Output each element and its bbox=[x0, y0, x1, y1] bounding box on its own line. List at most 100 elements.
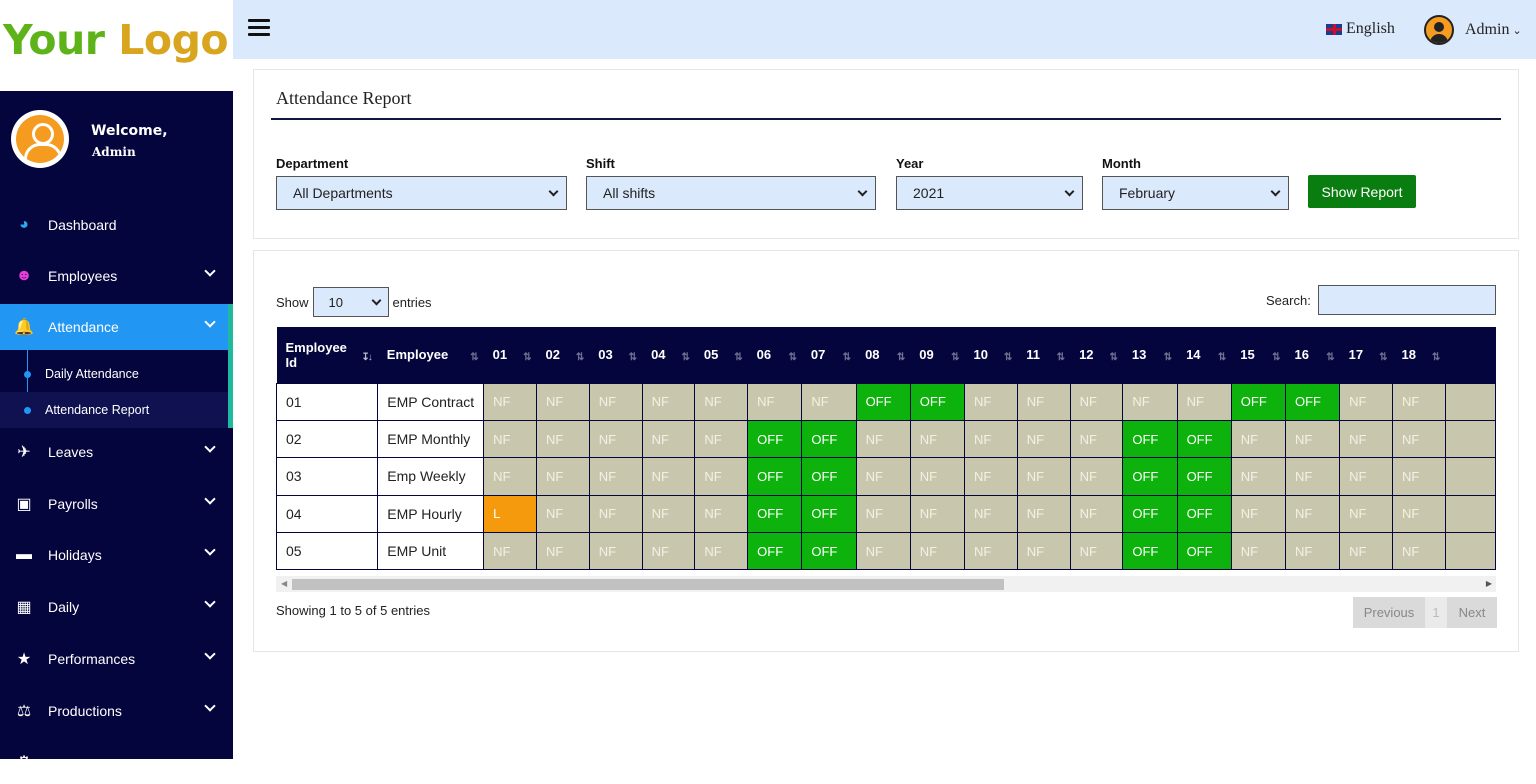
sidebar-item-performances[interactable]: ★ Performances bbox=[0, 636, 228, 681]
column-header[interactable]: 08 ⇅ bbox=[856, 327, 911, 383]
scroll-right-icon[interactable]: ▶ bbox=[1485, 579, 1492, 588]
page-1-button[interactable]: 1 bbox=[1425, 597, 1447, 628]
attendance-status-cell: NF bbox=[1230, 419, 1286, 459]
sidebar-item-employees[interactable]: ☻ Employees bbox=[0, 253, 228, 298]
column-header[interactable]: 01 ⇅ bbox=[483, 327, 537, 383]
sidebar-item-setup[interactable]: ⚙ bbox=[0, 739, 228, 784]
previous-button[interactable]: Previous bbox=[1353, 597, 1425, 628]
table-info: Showing 1 to 5 of 5 entries bbox=[276, 603, 430, 618]
next-button[interactable]: Next bbox=[1447, 597, 1497, 628]
attendance-status-cell: OFF bbox=[1122, 419, 1178, 459]
attendance-status-cell: NF bbox=[535, 494, 590, 534]
attendance-status-cell: OFF bbox=[1230, 382, 1286, 421]
attendance-status-cell: NF bbox=[535, 457, 590, 496]
sidebar-item-dashboard[interactable]: ◕ Dashboard bbox=[0, 202, 228, 247]
language-selector[interactable]: English bbox=[1326, 20, 1395, 38]
sidebar-item-payrolls[interactable]: ▣ Payrolls bbox=[0, 481, 228, 526]
column-header[interactable]: 10 ⇅ bbox=[964, 327, 1018, 383]
column-header[interactable]: Employee Id ↧↓ bbox=[276, 327, 378, 383]
sidebar-subitem-daily-attendance[interactable]: Daily Attendance bbox=[0, 356, 228, 392]
column-header[interactable]: 15 ⇅ bbox=[1231, 327, 1286, 383]
search-input[interactable] bbox=[1317, 285, 1496, 315]
department-select[interactable]: All Departments bbox=[276, 176, 567, 210]
attendance-status-cell: NF bbox=[588, 457, 643, 496]
attendance-status-cell: NF bbox=[963, 382, 1018, 421]
attendance-status-cell: NF bbox=[483, 419, 537, 459]
sort-icon: ⇅ bbox=[575, 352, 585, 363]
show-report-button[interactable]: Show Report bbox=[1308, 175, 1416, 208]
scrollbar-thumb[interactable] bbox=[292, 579, 1004, 590]
attendance-status-cell: NF bbox=[909, 457, 965, 496]
shift-select[interactable]: All shifts bbox=[586, 176, 876, 210]
column-header[interactable]: 03 ⇅ bbox=[589, 327, 643, 383]
attendance-status-cell: NF bbox=[588, 419, 643, 459]
attendance-status-cell: NF bbox=[641, 494, 696, 534]
sort-icon: ⇅ bbox=[681, 352, 690, 363]
attendance-status-cell: NF bbox=[483, 532, 537, 571]
logo[interactable]: Your Logo bbox=[0, 0, 233, 91]
year-label: Year bbox=[896, 156, 924, 171]
entries-select[interactable]: 10 bbox=[312, 287, 389, 317]
horizontal-scrollbar[interactable]: ◀ ▶ bbox=[276, 576, 1496, 592]
column-header[interactable]: 12 ⇅ bbox=[1070, 327, 1123, 383]
table-row: 03 Emp Weekly NF NF NF NF NF OFF OFF NF NF NF NF NF OF… bbox=[276, 457, 1496, 496]
column-header[interactable]: 13 ⇅ bbox=[1122, 327, 1178, 383]
sidebar-subitem-label: Daily Attendance bbox=[45, 367, 139, 381]
column-header[interactable]: 04 ⇅ bbox=[642, 327, 695, 383]
column-header[interactable]: 17 ⇅ bbox=[1339, 327, 1393, 383]
sidebar-item-label: Holidays bbox=[48, 546, 102, 563]
column-header[interactable] bbox=[1445, 327, 1496, 383]
employee-name-cell: EMP Unit bbox=[377, 532, 485, 571]
attendance-status-cell: NF bbox=[963, 457, 1018, 496]
column-header[interactable]: 07 ⇅ bbox=[801, 327, 857, 383]
user-menu[interactable]: Admin ⌄ bbox=[1424, 15, 1522, 45]
attendance-status-cell: OFF bbox=[855, 382, 911, 421]
attendance-status-cell: NF bbox=[1339, 457, 1393, 496]
hamburger-menu-icon[interactable] bbox=[248, 19, 270, 37]
scroll-left-icon[interactable]: ◀ bbox=[281, 579, 288, 588]
column-header[interactable]: Employee ⇅ bbox=[377, 327, 484, 383]
sidebar-item-daily[interactable]: ▦ Daily bbox=[0, 584, 228, 629]
sidebar-item-leaves[interactable]: ✈ Leaves bbox=[0, 429, 228, 474]
sort-icon: ⇅ bbox=[1272, 352, 1281, 363]
column-header[interactable]: 18 ⇅ bbox=[1392, 327, 1446, 383]
chevron-down-icon: ⌄ bbox=[1512, 24, 1522, 37]
column-header[interactable]: 09 ⇅ bbox=[910, 327, 965, 383]
month-label: Month bbox=[1102, 156, 1141, 171]
column-header[interactable]: 05 ⇅ bbox=[694, 327, 748, 383]
column-header[interactable]: 14 ⇅ bbox=[1177, 327, 1232, 383]
column-header[interactable]: 11 ⇅ bbox=[1017, 327, 1071, 383]
report-table-panel: Show 10 entries Search: Employee Id ↧↓ Emp… bbox=[253, 250, 1519, 652]
entries-label: entries bbox=[392, 294, 432, 310]
attendance-status-cell: OFF bbox=[747, 457, 803, 496]
attendance-status-cell: NF bbox=[855, 419, 911, 459]
employee-name-cell: EMP Contract bbox=[377, 382, 485, 421]
attendance-status-cell: OFF bbox=[801, 532, 857, 571]
attendance-status-cell: NF bbox=[963, 419, 1018, 459]
month-select[interactable]: February bbox=[1102, 176, 1289, 210]
column-header[interactable]: 16 ⇅ bbox=[1285, 327, 1340, 383]
attendance-status-cell: NF bbox=[1016, 494, 1071, 534]
attendance-status-cell: NF bbox=[909, 532, 965, 571]
month-filter: Month February bbox=[1102, 156, 1289, 210]
year-select[interactable]: 2021 bbox=[896, 176, 1083, 210]
attendance-status-cell: NF bbox=[1339, 382, 1393, 421]
sidebar-item-holidays[interactable]: ▬ Holidays bbox=[0, 532, 228, 577]
column-header[interactable]: 06 ⇅ bbox=[747, 327, 802, 383]
chevron-down-icon bbox=[204, 441, 216, 453]
sidebar-item-productions[interactable]: ⚖ Productions bbox=[0, 688, 228, 733]
column-header[interactable]: 02 ⇅ bbox=[536, 327, 590, 383]
attendance-status-cell: NF bbox=[1016, 419, 1071, 459]
chevron-down-icon bbox=[204, 700, 216, 712]
attendance-table-wrapper[interactable]: Employee Id ↧↓ Employee ⇅ 01 ⇅ 02 ⇅ 03 ⇅ 04 ⇅ 05 ⇅ 06 ⇅… bbox=[276, 327, 1496, 571]
sidebar-subitem-attendance-report[interactable]: Attendance Report bbox=[0, 392, 228, 428]
attendance-status-cell: NF bbox=[588, 532, 643, 571]
attendance-status-cell: NF bbox=[694, 457, 749, 496]
attendance-status-cell: NF bbox=[1284, 532, 1341, 571]
attendance-status-cell: NF bbox=[1016, 532, 1071, 571]
attendance-status-cell: NF bbox=[747, 382, 803, 421]
sidebar-item-attendance[interactable]: 🔔 Attendance bbox=[0, 304, 228, 350]
department-filter: Department All Departments bbox=[276, 156, 567, 210]
chevron-down-icon bbox=[204, 265, 216, 277]
entries-value: 10 bbox=[328, 294, 343, 310]
